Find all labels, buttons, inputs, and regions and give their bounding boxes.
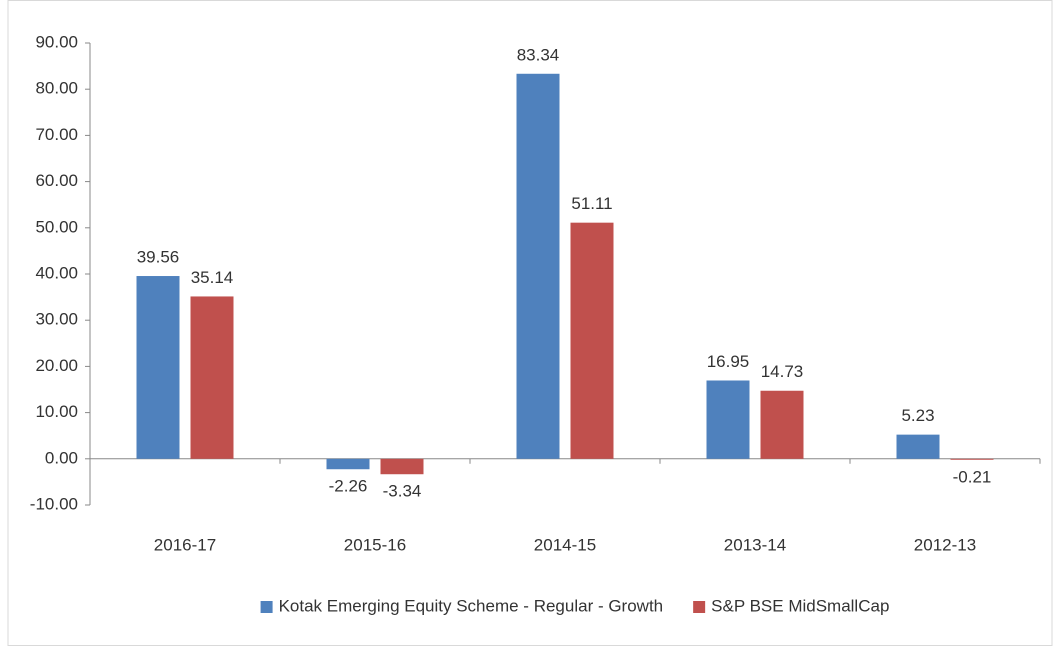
legend-swatch <box>260 601 273 613</box>
y-tick-label: 0.00 <box>45 448 78 467</box>
value-label: 5.23 <box>901 406 934 425</box>
bar <box>950 458 994 460</box>
x-tick-label: 2014-15 <box>534 535 596 554</box>
bar <box>326 458 370 470</box>
value-label: -3.34 <box>383 482 422 501</box>
y-tick-label: 80.00 <box>35 79 78 98</box>
value-label: 39.56 <box>137 248 180 267</box>
x-tick-label: 2013-14 <box>724 535 786 554</box>
y-tick-label: 30.00 <box>35 310 78 329</box>
value-label: 14.73 <box>761 362 804 381</box>
bar <box>190 296 234 459</box>
y-tick-label: -10.00 <box>30 494 78 513</box>
y-tick-label: 50.00 <box>35 217 78 236</box>
y-tick-label: 40.00 <box>35 263 78 282</box>
legend-label: S&P BSE MidSmallCap <box>711 596 889 615</box>
bar <box>760 390 804 459</box>
x-tick-label: 2015-16 <box>344 535 406 554</box>
x-tick-label: 2012-13 <box>914 535 976 554</box>
y-tick-label: 90.00 <box>35 32 78 51</box>
y-tick-label: 60.00 <box>35 171 78 190</box>
bar <box>706 380 750 459</box>
value-label: -2.26 <box>329 477 368 496</box>
legend-swatch <box>693 601 706 613</box>
value-label: 35.14 <box>191 268 234 287</box>
bar <box>896 434 940 459</box>
y-tick-label: 70.00 <box>35 125 78 144</box>
bar <box>570 222 614 459</box>
value-label: 16.95 <box>707 352 750 371</box>
value-label: -0.21 <box>953 467 992 486</box>
bar <box>136 276 180 459</box>
y-tick-label: 20.00 <box>35 356 78 375</box>
bar <box>516 73 560 459</box>
x-tick-label: 2016-17 <box>154 535 216 554</box>
value-label: 83.34 <box>517 45 560 64</box>
bar <box>380 458 424 475</box>
value-label: 51.11 <box>571 194 612 213</box>
y-tick-label: 10.00 <box>35 402 78 421</box>
legend-label: Kotak Emerging Equity Scheme - Regular -… <box>279 596 664 615</box>
